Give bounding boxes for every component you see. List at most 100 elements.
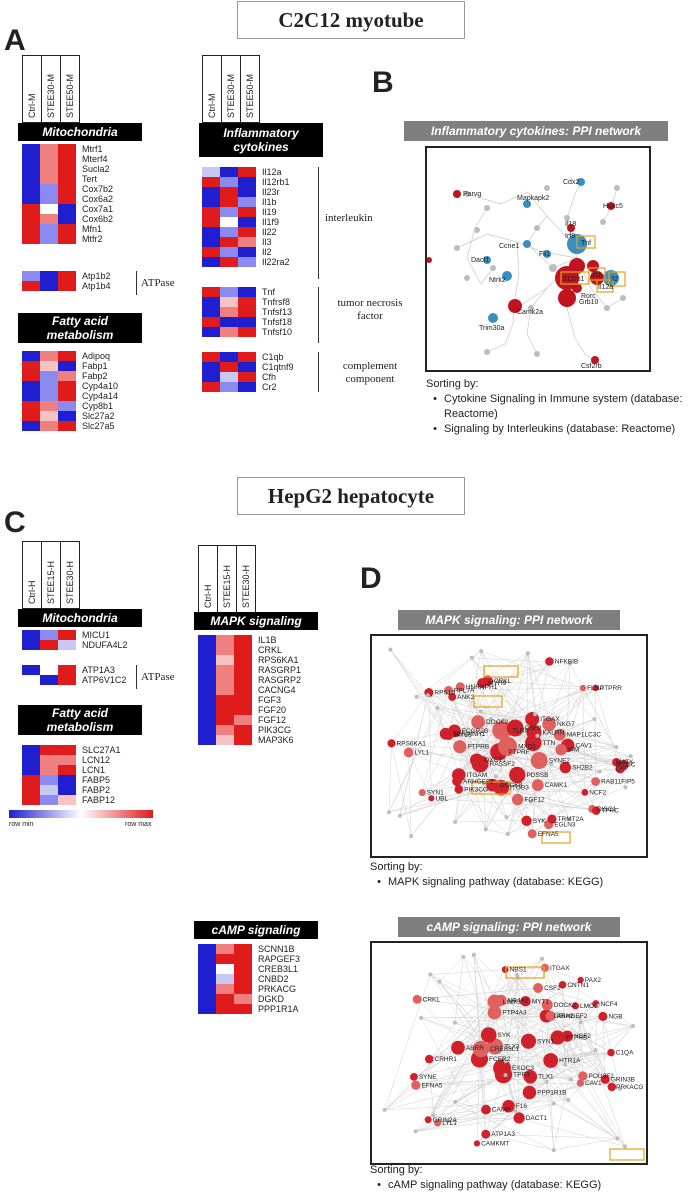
heatmap-cell [40, 755, 58, 765]
atpase-label-c: ATPase [141, 671, 175, 684]
node-label: DACT1 [526, 1115, 548, 1122]
gene-label: Adipoq [82, 351, 110, 361]
network-edge [486, 829, 508, 834]
gene-label: Il3 [262, 237, 272, 247]
gene-label: Tnfsf18 [262, 317, 292, 327]
heatmap-row: Tnfsf13 [202, 307, 292, 317]
network-node [388, 648, 392, 652]
network-node [479, 709, 483, 713]
heatmap-cell [40, 630, 58, 640]
node-label: FGF12 [524, 797, 545, 804]
gene-label: ATP1A3 [82, 665, 115, 675]
gene-label: SCNN1B [258, 944, 295, 954]
heatmap-row: SLC27A1 [22, 745, 121, 755]
heatmap-cell [22, 234, 40, 244]
network-node [387, 810, 391, 814]
heatmap-row: Mtfr2 [22, 234, 113, 244]
column-header: Ctrl-M [202, 55, 222, 123]
gene-label: Il1b [262, 197, 277, 207]
heatmap-cell [220, 167, 238, 177]
network-node [440, 728, 452, 740]
sorting-heading: Sorting by: [370, 1163, 690, 1178]
network-node [495, 1066, 512, 1083]
network-node [409, 834, 413, 838]
gene-label: ATP6V1C2 [82, 675, 126, 685]
network-node [579, 1020, 583, 1024]
node-label: Il18 [565, 221, 576, 228]
heatmap-row: RPS6KA1 [198, 655, 301, 665]
gene-label: FABP12 [82, 795, 115, 805]
heatmap-cell [22, 154, 40, 164]
heatmap-cell [234, 994, 252, 1004]
heatmap-cell [22, 785, 40, 795]
heatmap-cell [58, 640, 76, 650]
node-label: Ccne1 [499, 243, 519, 250]
heatmap-row: DGKD [198, 994, 300, 1004]
heatmap-title-inflammatory: Inflammatory cytokines [199, 123, 323, 157]
heatmap-cell [238, 227, 256, 237]
node-label: CRKL [423, 996, 441, 1003]
network-node [484, 827, 488, 831]
heatmap-cell [234, 735, 252, 745]
heatmap-cell [220, 257, 238, 267]
gene-label: NDUFA4L2 [82, 640, 128, 650]
network-node [521, 1034, 536, 1049]
heatmap-cell [22, 351, 40, 361]
network-edge [389, 743, 392, 812]
sorting-item: •Signaling by Interleukins (database: Re… [426, 422, 700, 437]
network-edge [463, 957, 501, 1001]
heatmap-cell [40, 164, 58, 174]
node-label: NCF2 [574, 1033, 591, 1040]
gene-label: Cyp4a10 [82, 381, 118, 391]
node-label: CAMP [492, 1107, 511, 1114]
network-node [503, 1073, 507, 1077]
node-label: SH2B2 [572, 765, 593, 772]
column-label: STEE30-H [65, 561, 75, 604]
network-node [566, 1098, 570, 1102]
heatmap-cell [58, 411, 76, 421]
heatmap-row: Tnfrsf8 [202, 297, 292, 307]
network-node [523, 1086, 537, 1100]
network-node [577, 1079, 584, 1086]
heatmap-cell [216, 645, 234, 655]
column-label: STEE30-M [226, 74, 236, 118]
heatmap-cell [22, 421, 40, 431]
node-label: NCF2 [589, 789, 606, 796]
section-title-c2c12: C2C12 myotube [237, 1, 465, 39]
node-label: NFKBIB [555, 658, 578, 665]
node-label: CAMK1 [545, 782, 568, 789]
network-node [404, 748, 414, 758]
heatmap-cell [238, 167, 256, 177]
sorting-item: •Cytokine Signaling in Immune system (da… [426, 392, 700, 422]
node-label: CAV1 [585, 1080, 602, 1087]
node-label: TLX1 [538, 1074, 554, 1081]
heatmap-cell [22, 401, 40, 411]
heatmap-cell [198, 964, 216, 974]
node-label: KALRN [543, 730, 565, 737]
sorting-heading: Sorting by: [426, 377, 700, 392]
gene-label: PRKACG [258, 984, 296, 994]
heatmap-row: Il19 [202, 207, 290, 217]
gene-label: Il2 [262, 247, 272, 257]
node-label: ATP1A3 [491, 1131, 515, 1138]
gene-label: DGKD [258, 994, 284, 1004]
heatmap-cell [234, 695, 252, 705]
heatmap-cell [40, 795, 58, 805]
sorting-item-text: MAPK signaling pathway (database: KEGG) [388, 875, 603, 890]
sorting-item-text: cAMP signaling pathway (database: KEGG) [388, 1178, 601, 1193]
heatmap-title-mitochondria-a: Mitochondria [18, 123, 142, 141]
node-label: Mapkapk2 [517, 195, 549, 202]
node-label: Trim30a [479, 325, 505, 332]
heatmap-row: Tert [22, 174, 113, 184]
gene-label: FABP2 [82, 785, 110, 795]
heatmap-cell [202, 217, 220, 227]
sorting-item: •cAMP signaling pathway (database: KEGG) [370, 1178, 690, 1193]
sorting-block-mapk: Sorting by: •MAPK signaling pathway (dat… [370, 860, 690, 890]
heatmap-cell [58, 224, 76, 234]
heatmap-cell [58, 144, 76, 154]
node-label: CAMKMT [481, 1140, 509, 1147]
